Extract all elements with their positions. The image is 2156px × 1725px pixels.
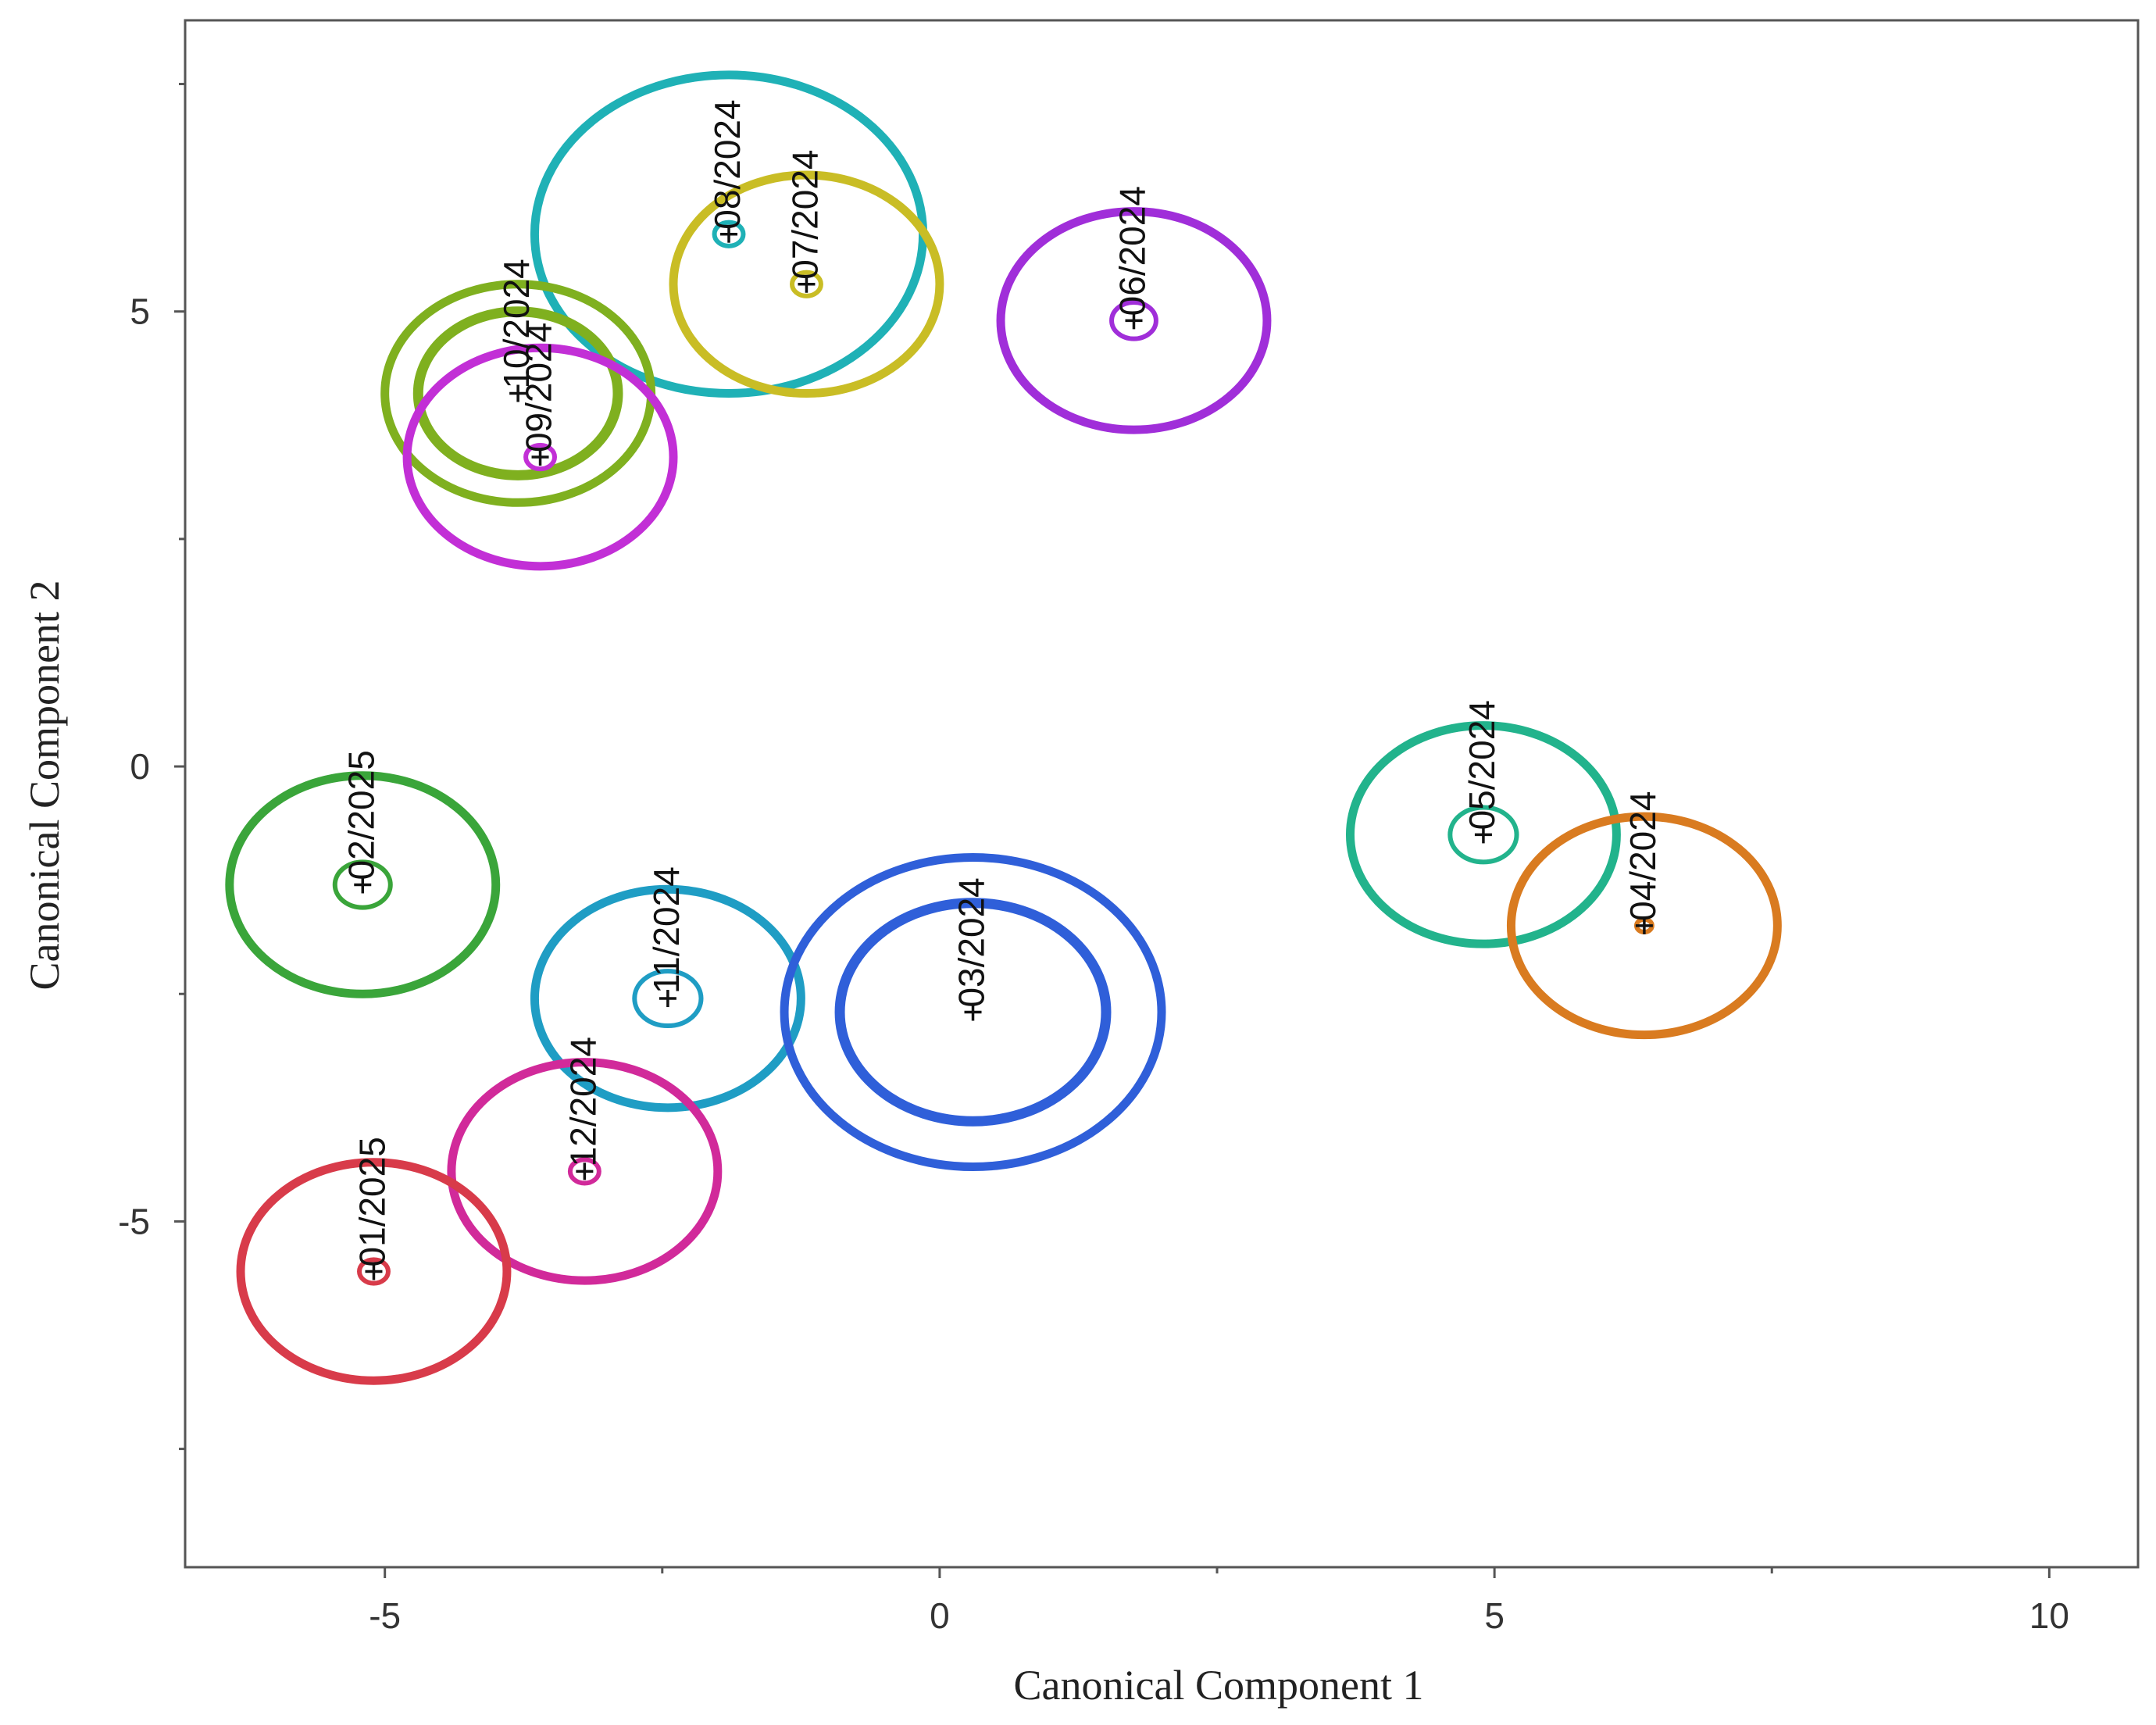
point-label-03-2024: 03/2024 [951, 877, 992, 1007]
inner-circle-07-2024 [789, 270, 823, 298]
inner-circle-08-2024 [712, 220, 746, 248]
x-tick-label: 10 [2029, 1595, 2069, 1636]
point-label-01-2025: 01/2025 [352, 1137, 392, 1266]
point-label-09-2024: 09/2024 [519, 323, 559, 452]
y-axis-title: Canonical Component 2 [21, 580, 68, 991]
centroid-marker-07-2024 [798, 275, 816, 293]
x-tick-label: 5 [1484, 1595, 1505, 1636]
inner-circle-06-2024 [1109, 300, 1158, 341]
outer-circle-12-2024 [447, 1058, 723, 1285]
point-label-02-2025: 02/2025 [341, 750, 381, 880]
inner-circle-05-2024 [1447, 805, 1519, 865]
point-label-04-2024: 04/2024 [1622, 791, 1663, 921]
centroid-marker-09-2024 [531, 448, 549, 466]
confidence-circles [225, 70, 1782, 1385]
y-tick-label: 0 [130, 746, 150, 787]
point-label-10-2024: 10/2024 [496, 259, 537, 388]
inner-circle-03-2024 [834, 898, 1112, 1127]
inner-circle-09-2024 [523, 442, 558, 472]
outer-circle-07-2024 [669, 170, 944, 398]
outer-circle-11-2024 [530, 884, 805, 1112]
centroid-marker-03-2024 [964, 1003, 982, 1021]
centroid-marker-05-2024 [1474, 826, 1492, 844]
centroid-marker-08-2024 [720, 225, 738, 243]
inner-circle-01-2025 [357, 1257, 391, 1286]
x-tick-label: -5 [369, 1595, 401, 1636]
inner-circle-11-2024 [632, 969, 704, 1029]
outer-circle-04-2024 [1506, 812, 1782, 1040]
centroid-marker-12-2024 [576, 1162, 594, 1180]
centroid-marker-04-2024 [1635, 916, 1653, 934]
point-label-12-2024: 12/2024 [562, 1037, 603, 1166]
outer-circle-02-2025 [225, 771, 501, 998]
y-tick-label: -5 [118, 1201, 150, 1241]
inner-circle-02-2025 [332, 859, 393, 910]
outer-circle-05-2024 [1345, 721, 1621, 948]
y-tick-label: 5 [130, 291, 150, 332]
centroid-marker-02-2025 [354, 876, 372, 894]
plot-frame [184, 19, 2140, 1569]
point-label-08-2024: 08/2024 [707, 99, 748, 229]
outer-circle-03-2024 [780, 853, 1166, 1172]
inner-circle-10-2024 [412, 306, 623, 480]
axis-ticks: -5 0 5 10 -5 0 5 [118, 83, 2069, 1636]
centroid-marker-11-2024 [659, 990, 676, 1008]
centroid-marker-01-2025 [365, 1262, 383, 1280]
centroid-marker-10-2024 [509, 384, 527, 402]
x-tick-label: 0 [930, 1595, 950, 1636]
point-label-06-2024: 06/2024 [1112, 186, 1152, 316]
centroid-markers [354, 225, 1653, 1280]
outer-circle-06-2024 [996, 207, 1272, 434]
point-label-11-2024: 11/2024 [646, 866, 687, 994]
point-label-07-2024: 07/2024 [784, 149, 825, 279]
outer-circle-01-2025 [236, 1158, 512, 1385]
outer-circle-09-2024 [402, 343, 678, 571]
centroid-marker-06-2024 [1125, 312, 1143, 330]
x-axis-title: Canonical Component 1 [1014, 1662, 1424, 1709]
point-label-05-2024: 05/2024 [1462, 700, 1502, 830]
inner-circle-12-2024 [567, 1157, 601, 1186]
